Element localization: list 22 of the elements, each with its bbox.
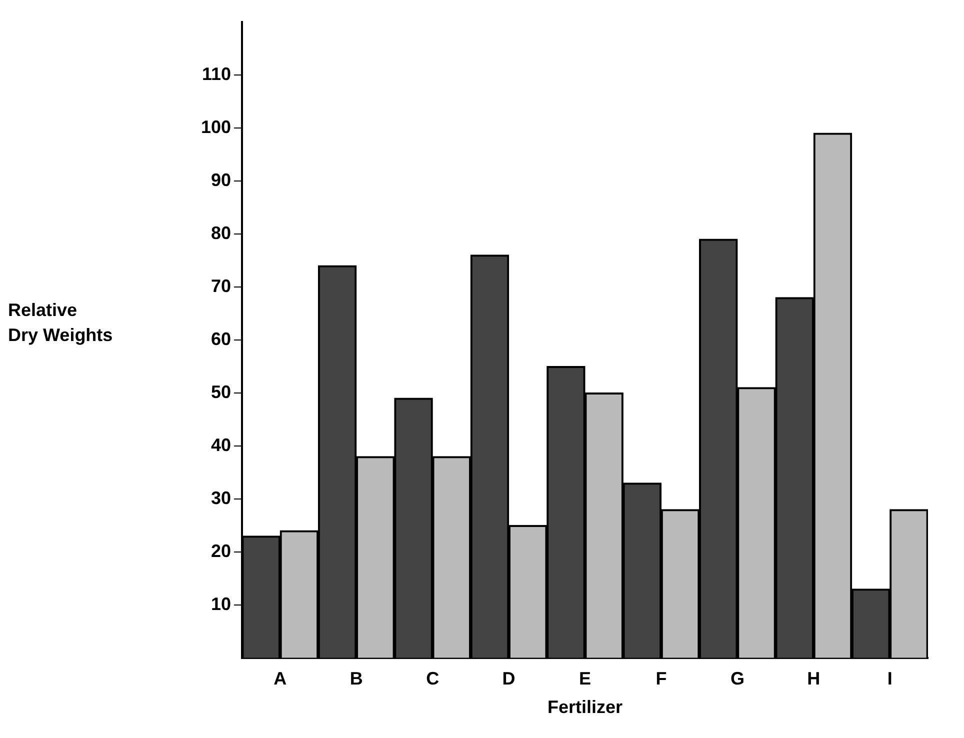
- y-tick-label: 110: [202, 64, 232, 84]
- x-tick-label: F: [656, 668, 667, 689]
- y-axis-title: Relative Dry Weights: [8, 299, 114, 348]
- y-tick-label: 100: [200, 116, 232, 137]
- y-tick-label: 50: [211, 382, 232, 402]
- x-axis-title: Fertilizer: [548, 697, 623, 718]
- x-tick-label: E: [579, 668, 592, 689]
- y-tick-label: 40: [211, 434, 232, 455]
- x-tick-label: C: [426, 668, 440, 689]
- x-tick-label: G: [730, 668, 744, 689]
- y-tick-label: 90: [211, 170, 232, 190]
- x-tick-label: I: [887, 668, 892, 689]
- y-tick-label: 20: [211, 540, 232, 561]
- y-tick-label: 10: [211, 594, 232, 614]
- y-tick-label: 60: [211, 328, 232, 349]
- x-tick-label: B: [350, 668, 363, 689]
- y-tick-label: 30: [211, 488, 232, 508]
- y-tick-label: 70: [211, 276, 232, 296]
- x-tick-label: A: [274, 668, 287, 689]
- y-tick-label: 80: [211, 222, 232, 243]
- x-tick-label: D: [502, 668, 516, 689]
- x-tick-label: H: [807, 668, 820, 689]
